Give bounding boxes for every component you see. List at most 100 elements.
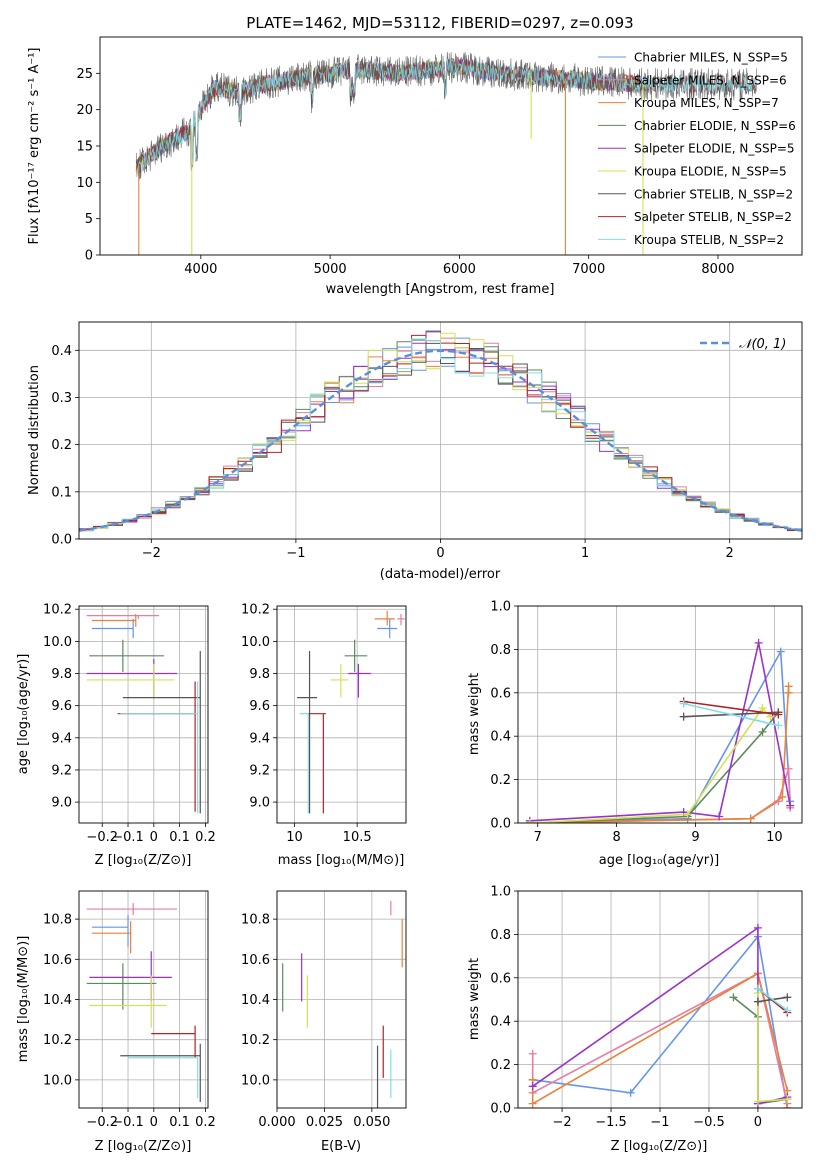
spectrum-ytick-label-2: 10 xyxy=(76,176,93,191)
age-vs-mass-ytick-label-1: 9.2 xyxy=(249,763,270,778)
age-vs-mass-axes: 10 10.5 9.0 9.2 9.4 9.6 9.8 10.0 10.2 xyxy=(241,603,406,845)
weight-vs-age-marker-salpeter_elodie-3 xyxy=(754,638,763,647)
weight-vs-age-ytick-label-0: 0.0 xyxy=(490,817,511,832)
mass-vs-ebv-ytick-label-4: 10.8 xyxy=(241,913,270,928)
age-vs-mass-ytick-label-0: 9.0 xyxy=(249,796,270,811)
weight-vs-z-line-chabrier_elodie xyxy=(732,996,788,1105)
age-vs-mass-xtick-label-0: 10 xyxy=(286,830,303,845)
age-vs-mass-xlabel: mass [log₁₀(M/M⊙)] xyxy=(278,853,405,868)
weight-vs-z-ytick-label-0: 0.0 xyxy=(490,1102,511,1117)
weight-vs-age-line-salpeter_elodie xyxy=(529,642,791,822)
weight-vs-z-marker-kroupa_miles-1 xyxy=(528,1099,537,1108)
weight-vs-age-marker-salpeter_elodie-4 xyxy=(786,801,795,810)
mass-vs-z-axes: −0.2−0.1 0 0.1 0.2 10.0 10.2 10.4 10.6 10.8 xyxy=(43,891,216,1130)
weight-vs-z-line-salpeter_miles xyxy=(531,972,789,1104)
mass-vs-z-xlabel: Z [log₁₀(Z/Z⊙)] xyxy=(95,1139,192,1154)
weight-vs-z-marker-chabrier_elodie-0 xyxy=(729,993,738,1002)
weight-vs-z-xtick-label-3: −0.5 xyxy=(693,1115,725,1130)
legend-label-salpeter_elodie: Salpeter ELODIE, N_SSP=5 xyxy=(634,142,795,156)
weight-vs-age-marker-kroupa_stelib-1 xyxy=(774,721,783,730)
age-vs-z-ylabel: age [log₁₀(age/yr)] xyxy=(16,654,31,775)
spectrum-line-kroupa_stelib xyxy=(135,58,758,176)
weight-vs-age-ytick-label-4: 0.8 xyxy=(490,643,511,658)
weight-vs-age-line-kroupa_stelib xyxy=(683,702,779,727)
mass-vs-z-ytick-label-4: 10.8 xyxy=(43,913,72,928)
age-vs-z-xtick-label-0: −0.2 xyxy=(86,830,118,845)
weight-vs-z-marker-chabrier_stelib-1 xyxy=(783,993,792,1002)
weight-vs-age-ytick-label-2: 0.4 xyxy=(490,730,511,745)
age-vs-z-ytick-label-5: 10.0 xyxy=(43,635,72,650)
residuals-xtick-label-3: 1 xyxy=(581,546,589,561)
spectrum-xlabel: wavelength [Angstrom, rest frame] xyxy=(326,282,555,297)
weight-vs-z-lines xyxy=(528,923,792,1108)
age-vs-z-xtick-label-1: −0.1 xyxy=(112,830,144,845)
weight-vs-z-ytick-label-5: 1.0 xyxy=(490,885,511,900)
weight-vs-age-ytick-label-3: 0.6 xyxy=(490,686,511,701)
age-vs-mass-frame xyxy=(276,605,407,824)
weight-vs-age-frame xyxy=(517,605,803,824)
residuals-legend-label: 𝒩(0, 1) xyxy=(739,337,786,352)
weight-vs-z-xtick-label-1: −1.5 xyxy=(595,1115,627,1130)
spectrum-ytick-label-5: 25 xyxy=(76,67,93,82)
weight-vs-age-marker-salpeter_stelib-1 xyxy=(774,710,783,719)
weight-vs-age-marker-kroupa_miles-2 xyxy=(778,792,787,801)
weight-vs-z-xtick-label-4: 0 xyxy=(754,1115,762,1130)
weight-vs-z-xtick-label-2: −1 xyxy=(650,1115,669,1130)
mass-vs-z-xtick-label-2: 0 xyxy=(150,1115,158,1130)
weight-vs-age-marker-kroupa_miles-4 xyxy=(784,688,793,697)
mass-vs-z-ytick-label-2: 10.4 xyxy=(43,993,72,1008)
spectrum-xtick-label-1: 5000 xyxy=(314,262,347,277)
weight-vs-age-marker-kroupa_elodie-1 xyxy=(683,810,692,819)
mass-vs-z-xtick-label-1: −0.1 xyxy=(112,1115,144,1130)
mass-vs-ebv-ytick-label-3: 10.6 xyxy=(241,953,270,968)
weight-vs-z-xlabel: Z [log₁₀(Z/Z⊙)] xyxy=(611,1139,708,1154)
weight-vs-z-xtick-label-0: −2 xyxy=(552,1115,571,1130)
mass-vs-z-ytick-label-1: 10.2 xyxy=(43,1033,72,1048)
mass-vs-ebv-xtick-label-1: 0.025 xyxy=(306,1115,343,1130)
mass-vs-ebv-panel: E(B-V) xyxy=(321,1139,361,1154)
spectrum-xtick-label-2: 6000 xyxy=(443,262,476,277)
weight-vs-age-marker-kroupa_miles-1 xyxy=(746,814,755,823)
residuals-hist xyxy=(79,330,802,532)
weight-vs-age-marker-kroupa_elodie-2 xyxy=(758,703,767,712)
residuals-xtick-label-0: −2 xyxy=(142,546,161,561)
legend-label-kroupa_miles: Kroupa MILES, N_SSP=7 xyxy=(634,96,779,110)
residuals-ytick-label-0: 0.0 xyxy=(51,533,72,548)
weight-vs-age-marker-kroupa_stelib-0 xyxy=(679,699,688,708)
weight-vs-age-line-kroupa_elodie xyxy=(529,706,771,823)
weight-vs-z-ytick-label-2: 0.4 xyxy=(490,1015,511,1030)
mass-vs-ebv-axes: 0.000 0.025 0.050 10.0 10.2 10.4 10.6 10.8 xyxy=(241,891,406,1130)
weight-vs-age-marker-salpeter_elodie-2 xyxy=(715,812,724,821)
age-vs-z-ytick-label-4: 9.8 xyxy=(51,667,72,682)
weight-vs-age-line-chabrier_elodie xyxy=(529,711,779,823)
weight-vs-z-marker-chabrier_stelib-0 xyxy=(753,997,762,1006)
mass-vs-ebv-xtick-label-0: 0.000 xyxy=(258,1115,295,1130)
weight-vs-z-marker-salpeter_elodie-1 xyxy=(753,923,762,932)
age-vs-z-ytick-label-6: 10.2 xyxy=(43,603,72,618)
weight-vs-z-ytick-label-4: 0.8 xyxy=(490,928,511,943)
legend-label-salpeter_stelib: Salpeter STELIB, N_SSP=2 xyxy=(634,210,792,224)
residuals-xlabel: (data-model)/error xyxy=(380,567,501,582)
weight-vs-age-marker-chabrier_miles-2 xyxy=(776,647,785,656)
weight-vs-age-panel: age [log₁₀(age/yr)] mass weight xyxy=(467,673,719,868)
spectrum-panel: wavelength [Angstrom, rest frame] xyxy=(326,282,555,297)
spectrum-ytick-label-4: 20 xyxy=(76,103,93,118)
mass-vs-ebv-xlabel: E(B-V) xyxy=(321,1139,361,1154)
age-vs-mass-xtick-label-1: 10.5 xyxy=(343,830,372,845)
age-vs-z-xtick-label-3: 0.1 xyxy=(169,830,190,845)
weight-vs-age-marker-kroupa_elodie-0 xyxy=(525,819,534,823)
weight-vs-age-marker-chabrier_elodie-2 xyxy=(758,727,767,736)
age-vs-z-ytick-label-0: 9.0 xyxy=(51,796,72,811)
age-vs-z-ytick-label-1: 9.2 xyxy=(51,763,72,778)
spectrum-lines xyxy=(135,51,758,255)
weight-vs-age-xtick-label-3: 10 xyxy=(766,830,783,845)
age-vs-mass-ytick-label-5: 10.0 xyxy=(241,635,270,650)
weight-vs-z-marker-kroupa_elodie-1 xyxy=(753,1097,762,1106)
spectrum-frame xyxy=(99,36,803,256)
age-vs-mass-ytick-label-4: 9.8 xyxy=(249,667,270,682)
age-vs-z-panel: Z [log₁₀(Z/Z⊙)] age [log₁₀(age/yr)] xyxy=(16,654,191,868)
weight-vs-age-ytick-label-1: 0.2 xyxy=(490,773,511,788)
residuals-ytick-label-3: 0.3 xyxy=(51,391,72,406)
legend-label-chabrier_miles: Chabrier MILES, N_SSP=5 xyxy=(634,51,788,65)
mass-vs-ebv-ytick-label-1: 10.2 xyxy=(241,1033,270,1048)
